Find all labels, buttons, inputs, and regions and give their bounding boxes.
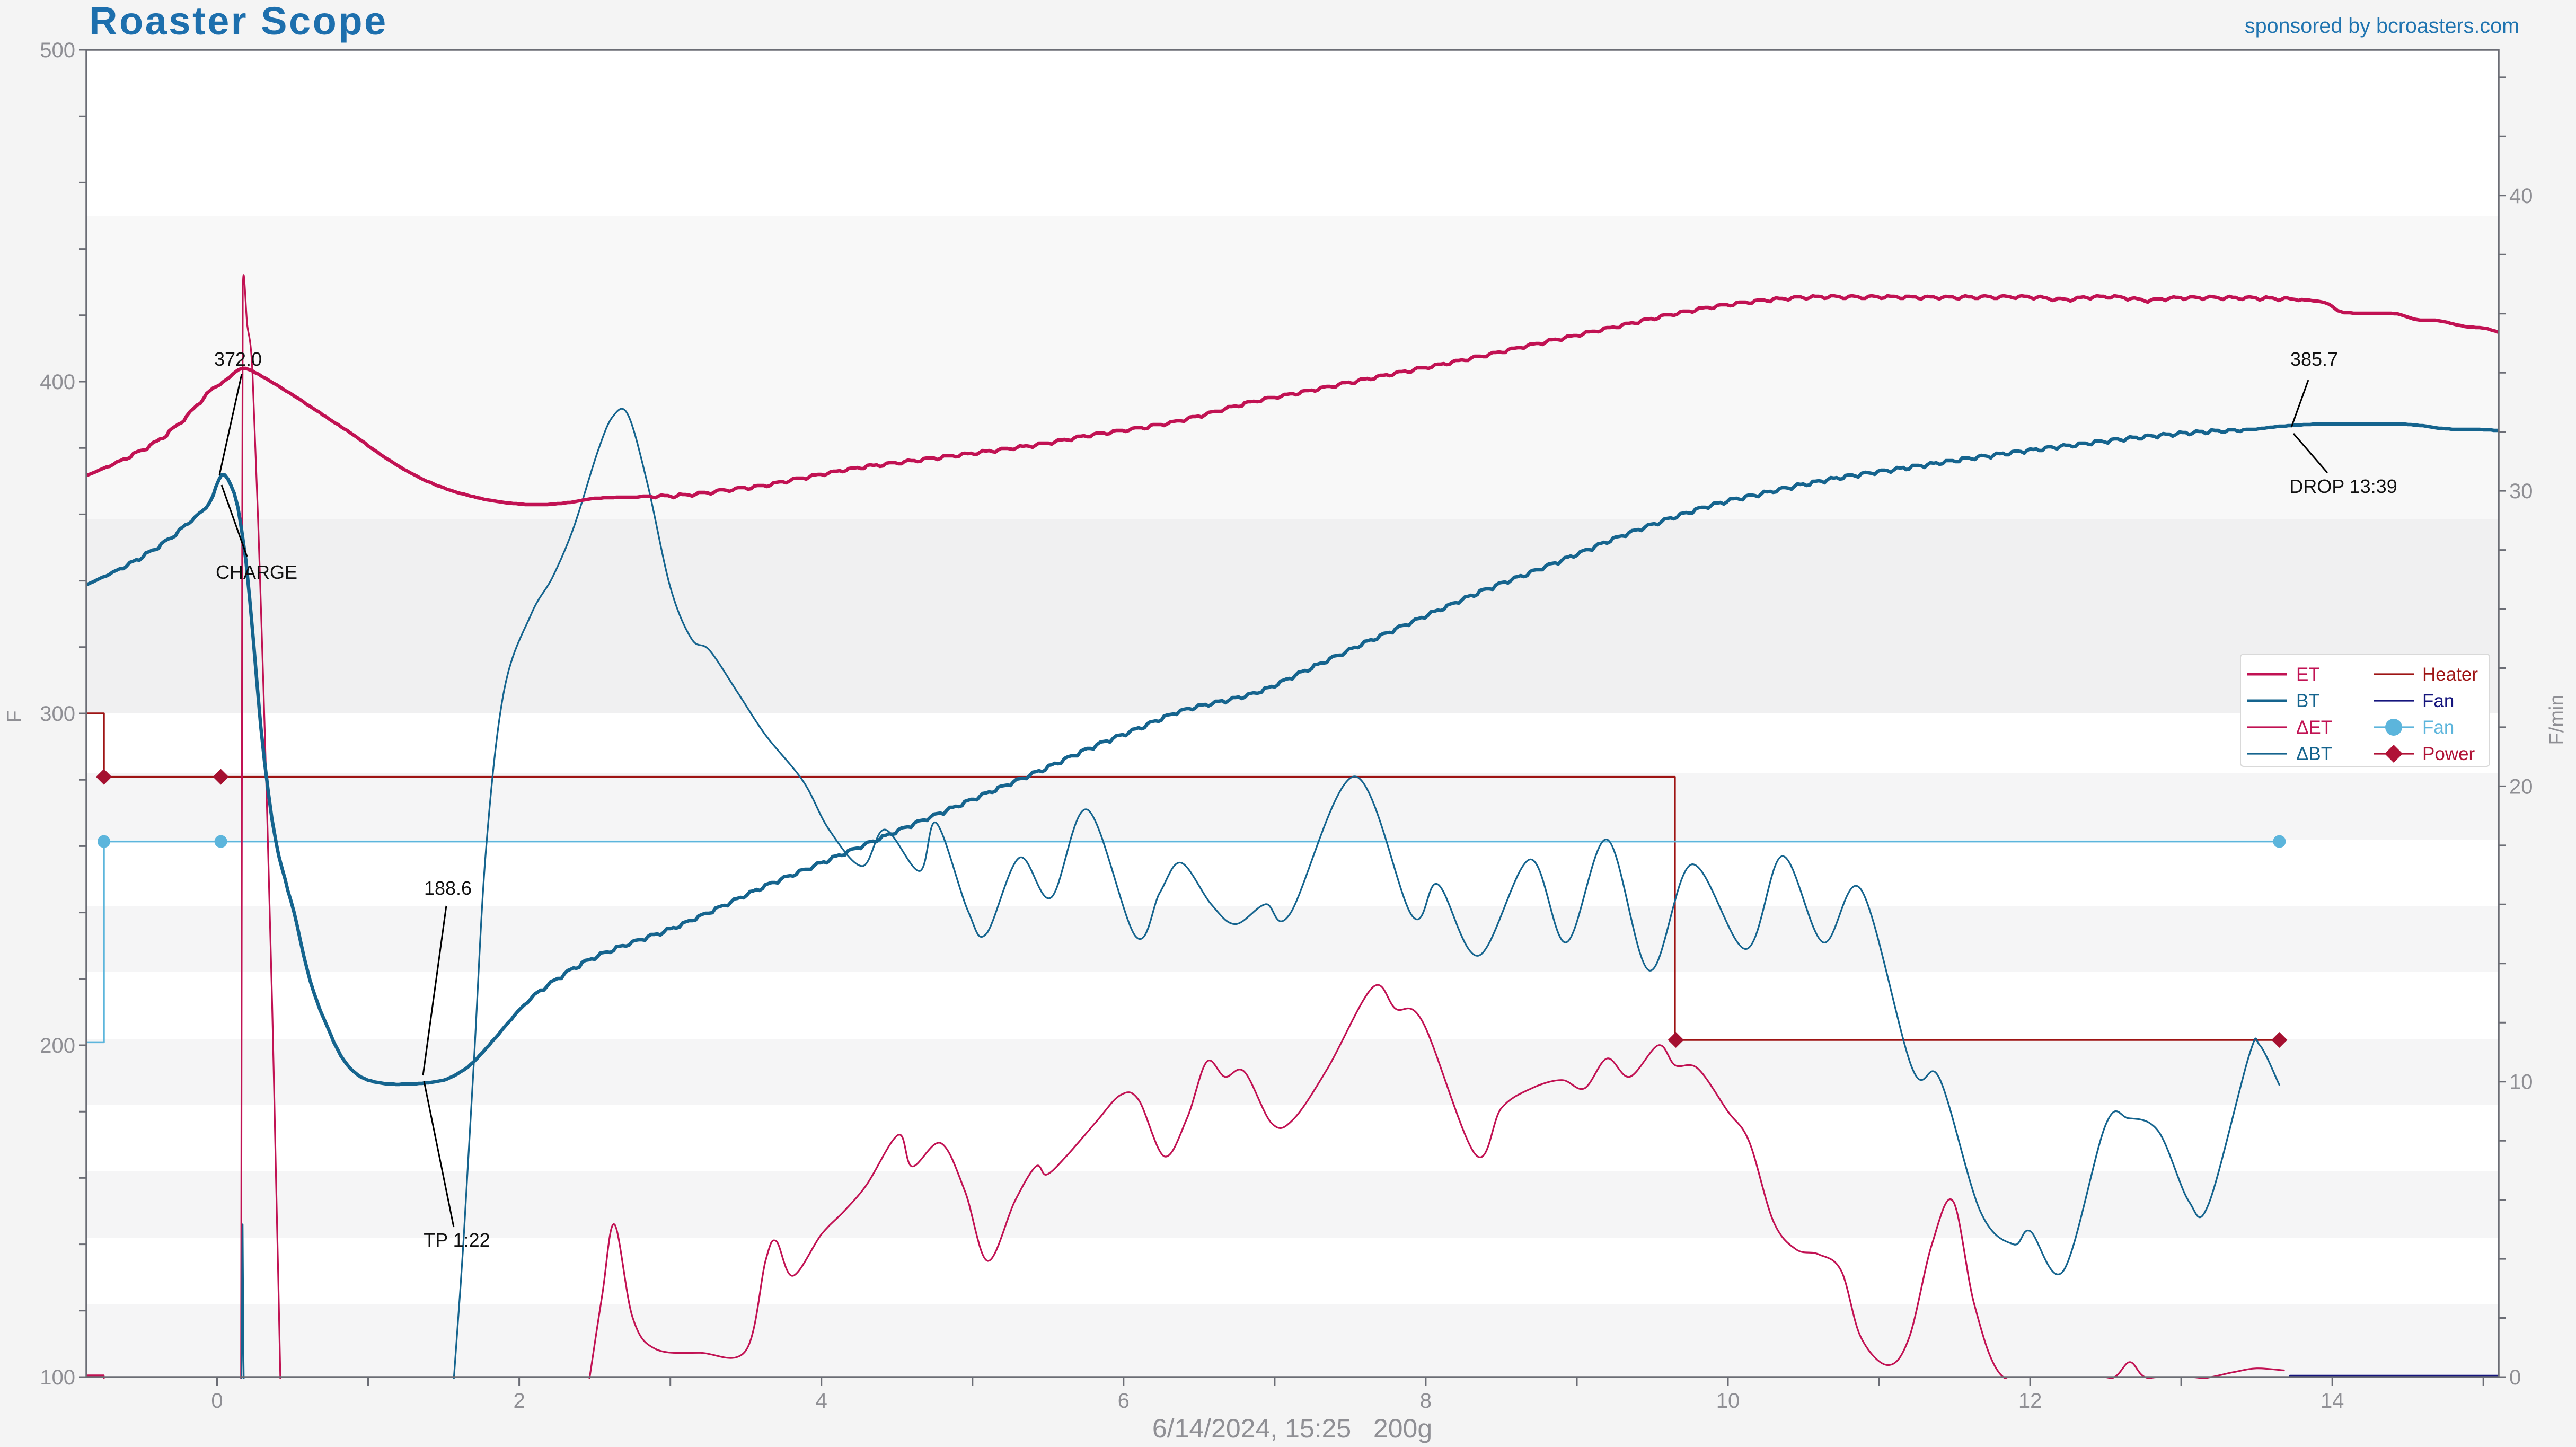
svg-text:Fan: Fan xyxy=(2422,691,2454,711)
svg-text:ΔBT: ΔBT xyxy=(2296,744,2332,764)
svg-text:372.0: 372.0 xyxy=(214,348,262,370)
svg-text:400: 400 xyxy=(40,370,75,394)
svg-text:CHARGE: CHARGE xyxy=(216,561,297,583)
svg-text:10: 10 xyxy=(1716,1389,1740,1413)
svg-text:300: 300 xyxy=(40,702,75,726)
svg-text:20: 20 xyxy=(2509,775,2533,798)
svg-text:Power: Power xyxy=(2422,744,2475,764)
svg-text:Heater: Heater xyxy=(2422,664,2478,685)
svg-text:30: 30 xyxy=(2509,480,2533,503)
svg-text:6/14/2024, 15:25 200g: 6/14/2024, 15:25 200g xyxy=(1152,1414,1432,1443)
svg-text:ΔET: ΔET xyxy=(2296,717,2332,738)
svg-text:BT: BT xyxy=(2296,691,2320,711)
svg-text:4: 4 xyxy=(816,1389,827,1413)
svg-text:14: 14 xyxy=(2321,1389,2344,1413)
svg-text:F: F xyxy=(4,710,26,722)
svg-text:Roaster Scope: Roaster Scope xyxy=(89,0,388,43)
svg-text:DROP 13:39: DROP 13:39 xyxy=(2289,475,2397,497)
svg-text:40: 40 xyxy=(2509,184,2533,208)
svg-text:2: 2 xyxy=(513,1389,525,1413)
svg-text:12: 12 xyxy=(2018,1389,2042,1413)
svg-text:0: 0 xyxy=(211,1389,223,1413)
svg-text:0: 0 xyxy=(2509,1366,2521,1389)
svg-text:500: 500 xyxy=(40,39,75,62)
svg-text:Fan: Fan xyxy=(2422,717,2454,738)
svg-text:200: 200 xyxy=(40,1034,75,1057)
svg-text:188.6: 188.6 xyxy=(424,877,472,899)
svg-text:6: 6 xyxy=(1118,1389,1130,1413)
svg-text:TP 1:22: TP 1:22 xyxy=(424,1229,490,1251)
svg-text:10: 10 xyxy=(2509,1071,2533,1094)
svg-text:385.7: 385.7 xyxy=(2290,348,2338,370)
svg-text:F/min: F/min xyxy=(2546,695,2568,745)
svg-text:sponsored by bcroasters.com: sponsored by bcroasters.com xyxy=(2245,14,2519,38)
svg-text:100: 100 xyxy=(40,1366,75,1389)
svg-text:8: 8 xyxy=(1420,1389,1432,1413)
svg-text:ET: ET xyxy=(2296,664,2320,685)
